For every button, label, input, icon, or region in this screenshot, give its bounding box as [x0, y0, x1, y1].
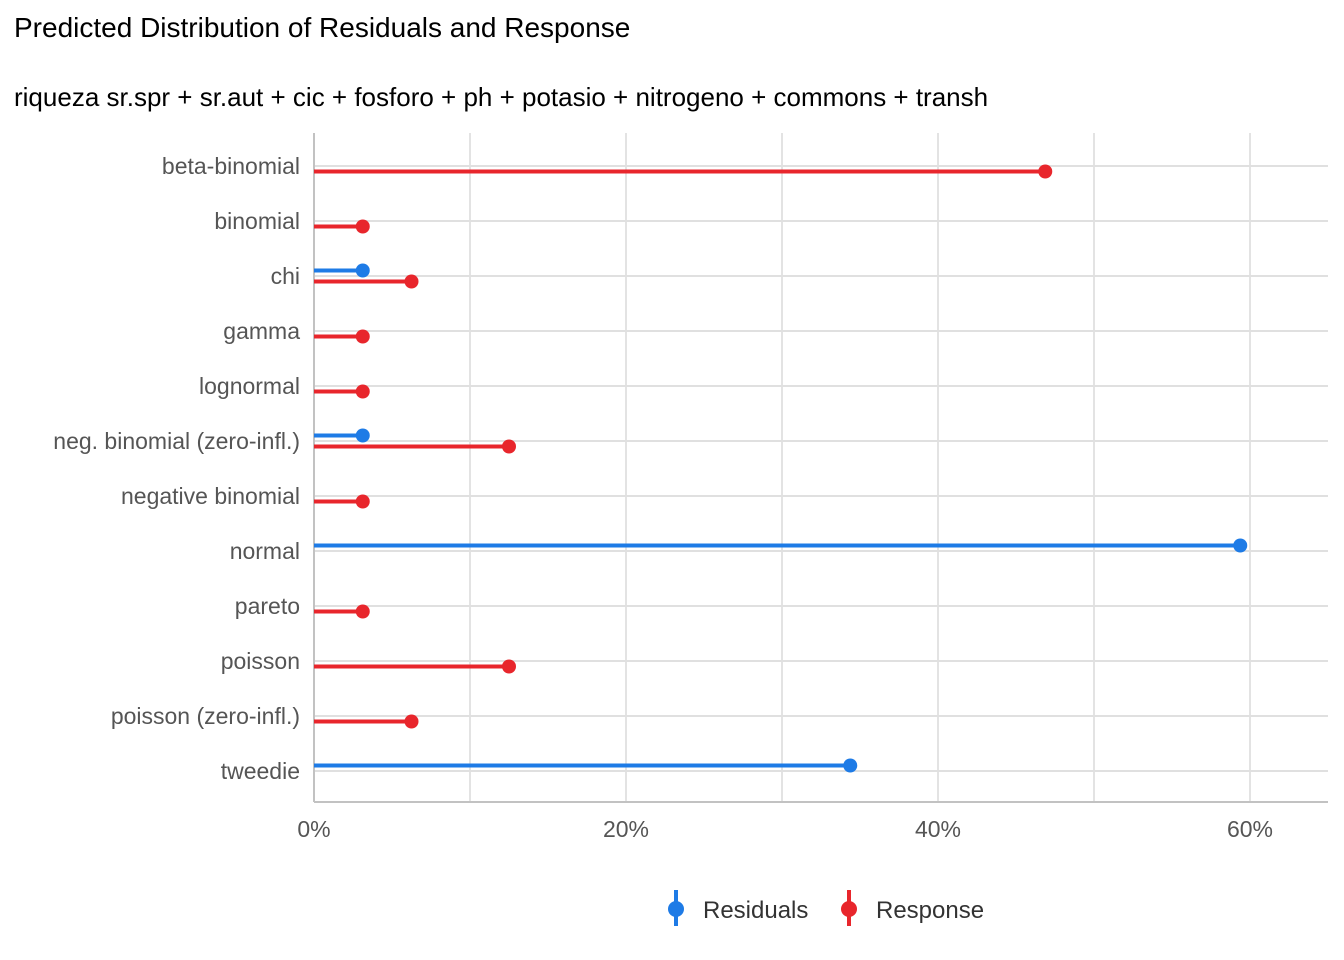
lollipop-point	[1233, 538, 1248, 553]
category-label: tweedie	[221, 758, 300, 784]
lollipop-point	[355, 263, 370, 278]
lollipop-point	[843, 758, 858, 773]
lollipop-point	[355, 329, 370, 344]
category-label: chi	[271, 263, 300, 289]
category-label: poisson (zero-infl.)	[111, 703, 300, 729]
lollipop-point	[404, 274, 419, 289]
category-label: beta-binomial	[162, 153, 300, 179]
legend: Residuals Response	[668, 890, 984, 926]
lollipop-point	[355, 384, 370, 399]
category-label: gamma	[223, 318, 300, 344]
x-tick-label: 0%	[297, 816, 330, 842]
lollipop-point	[355, 494, 370, 509]
legend-label: Residuals	[703, 897, 808, 924]
x-tick-label: 60%	[1227, 816, 1273, 842]
category-label: lognormal	[199, 373, 300, 399]
category-label: poisson	[221, 648, 300, 674]
chart-subtitle: riqueza sr.spr + sr.aut + cic + fosforo …	[14, 82, 988, 112]
lollipop-point	[355, 219, 370, 234]
category-label: negative binomial	[121, 483, 300, 509]
category-labels: beta-binomial binomial chi gamma lognormal ne…	[53, 153, 300, 784]
x-tick-label: 20%	[603, 816, 649, 842]
lollipop-point	[404, 714, 419, 729]
legend-key-point	[668, 901, 684, 917]
marks	[314, 164, 1248, 773]
lollipop-point	[502, 659, 516, 674]
legend-label: Response	[876, 897, 984, 924]
lollipop-point	[355, 604, 370, 619]
lollipop-point	[1038, 164, 1053, 179]
lollipop-point	[502, 439, 516, 454]
x-tick-label: 40%	[915, 816, 961, 842]
tick-labels: 0% 20% 40% 60%	[297, 816, 1273, 842]
category-label: binomial	[214, 208, 300, 234]
lollipop-point	[355, 428, 370, 443]
legend-key-point	[841, 901, 857, 917]
category-label: neg. binomial (zero-infl.)	[53, 428, 300, 454]
axes	[313, 133, 1328, 803]
grid	[314, 133, 1328, 802]
category-label: normal	[230, 538, 300, 564]
category-label: pareto	[235, 593, 300, 619]
chart-title: Predicted Distribution of Residuals and …	[14, 12, 630, 43]
